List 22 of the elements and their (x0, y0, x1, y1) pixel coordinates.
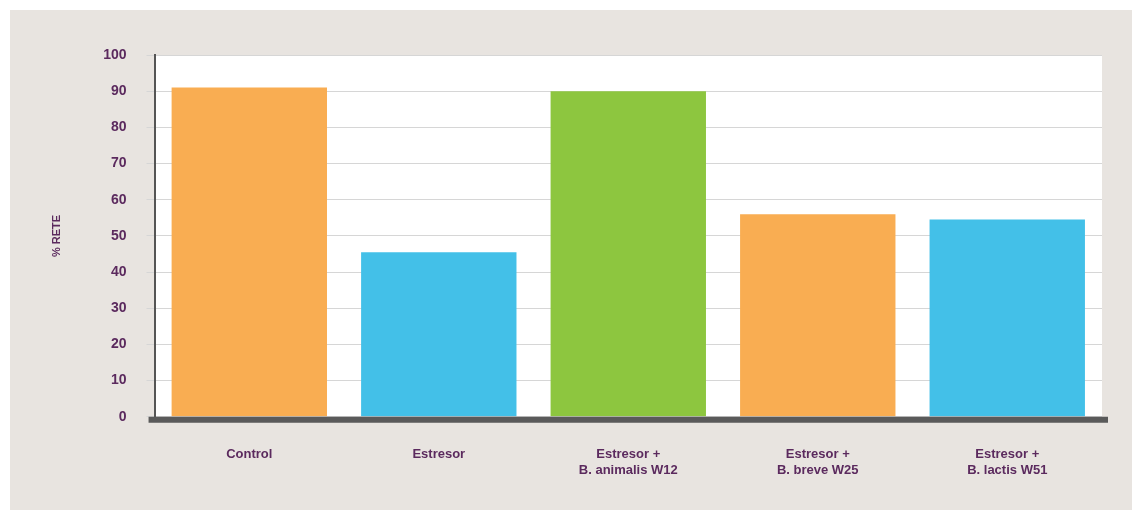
y-tick-label: 40 (110, 262, 127, 279)
y-tick-label: 50 (110, 226, 127, 243)
bar (740, 214, 896, 417)
bar (361, 252, 517, 417)
x-tick-label: Control (226, 446, 273, 462)
y-tick-label: 100 (103, 45, 127, 62)
y-tick-label: 60 (110, 190, 127, 207)
bar (171, 87, 327, 417)
x-tick-label: Estresor + B. breve W25 (776, 446, 859, 477)
x-tick-label: Estresor + B. lactis W51 (967, 446, 1048, 477)
x-tick-label: Estresor + B. animalis W12 (578, 446, 678, 477)
y-tick-label: 0 (118, 407, 127, 424)
y-tick-label: 70 (110, 154, 127, 171)
bar (550, 91, 706, 417)
x-tick-label: Estresor (412, 446, 466, 462)
y-tick-label: 10 (110, 371, 127, 388)
y-tick-label: 80 (110, 118, 127, 135)
y-tick-label: 20 (110, 335, 127, 352)
y-tick-label: 90 (110, 82, 127, 99)
bar (929, 219, 1085, 417)
y-axis-title: % RETE (49, 214, 62, 257)
y-tick-label: 30 (110, 299, 127, 316)
